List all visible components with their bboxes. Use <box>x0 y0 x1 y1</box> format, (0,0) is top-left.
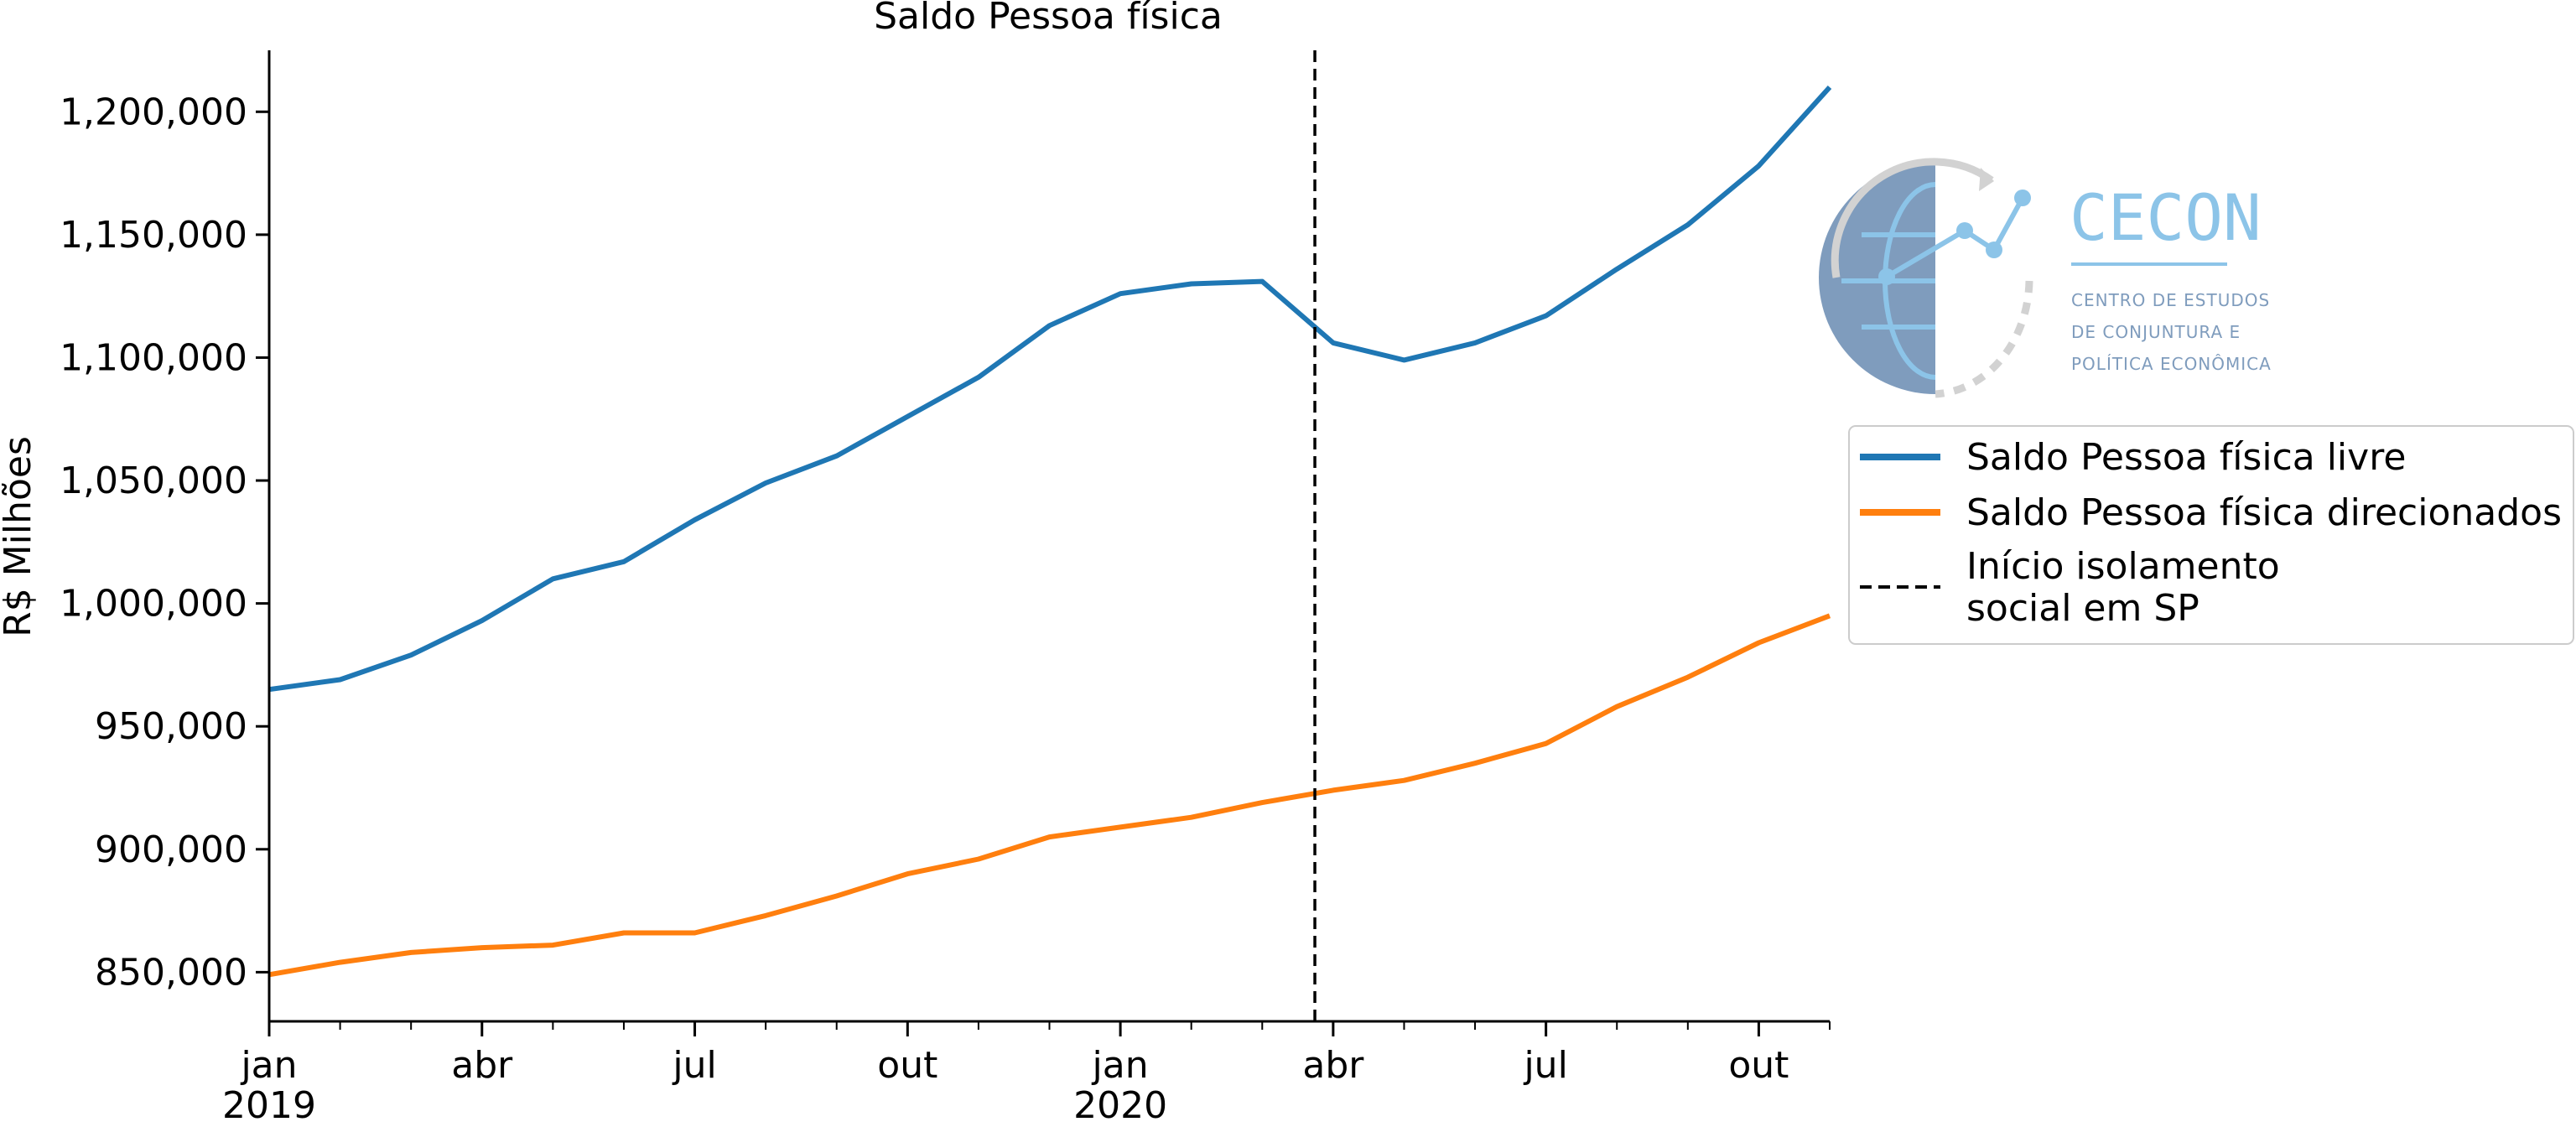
logo-dot <box>1956 222 1973 239</box>
series-lines <box>268 85 1832 978</box>
x-tick-year-label: 2019 <box>222 1084 316 1127</box>
y-tick-label: 1,100,000 <box>60 336 247 379</box>
logo-arrow-icon <box>1979 168 1994 191</box>
legend-label-isolation-line-1: Início isolamento <box>1966 545 2280 588</box>
logo-arc <box>1831 158 1994 278</box>
chart-title: Saldo Pessoa física <box>874 0 1223 38</box>
y-tick-label: 850,000 <box>95 951 247 994</box>
logo-dot <box>2014 190 2031 206</box>
logo-line-2: DE CONJUNTURA E <box>2071 322 2241 342</box>
x-tick-label: out <box>877 1044 937 1087</box>
legend-box <box>1848 425 2574 645</box>
x-tick-label: jul <box>672 1044 716 1087</box>
y-tick-label: 1,000,000 <box>60 583 247 626</box>
series-line-direcionados <box>268 613 1831 978</box>
series-line-livre <box>268 85 1832 693</box>
x-tick-label: abr <box>1302 1044 1364 1087</box>
x-tick-label: jan <box>240 1044 297 1087</box>
y-axis-ticks: 850,000 900,000 950,000 1,000,000 1,050,000 1… <box>60 91 269 994</box>
y-tick-label: 1,200,000 <box>60 91 247 133</box>
logo-dot <box>1878 268 1895 285</box>
y-tick-label: 950,000 <box>95 705 247 748</box>
logo-dashed-arc <box>1935 280 2033 398</box>
y-tick-label: 900,000 <box>95 828 247 871</box>
x-tick-label: jul <box>1523 1044 1567 1087</box>
y-tick-label: 1,150,000 <box>60 214 247 257</box>
y-tick-label: 1,050,000 <box>60 460 247 502</box>
logo-line-3: POLÍTICA ECONÔMICA <box>2071 354 2272 374</box>
x-tick-label: out <box>1728 1044 1789 1087</box>
legend-label-direcionados: Saldo Pessoa física direcionados <box>1966 491 2562 534</box>
logo-dot <box>1986 242 2002 258</box>
logo-trend-line <box>1885 196 2025 279</box>
x-tick-label: abr <box>451 1044 513 1087</box>
x-tick-year-label: 2020 <box>1073 1084 1167 1127</box>
legend-label-isolation-line-2: social em SP <box>1966 587 2199 630</box>
x-tick-label: jan <box>1092 1044 1149 1087</box>
cecon-logo: CECON CENTRO DE ESTUDOS DE CONJUNTURA E … <box>1819 158 2272 398</box>
legend: Saldo Pessoa física livre Saldo Pessoa f… <box>1848 425 2574 645</box>
legend-label-livre: Saldo Pessoa física livre <box>1966 436 2406 479</box>
logo-name: CECON <box>2070 180 2262 255</box>
logo-line-1: CENTRO DE ESTUDOS <box>2071 290 2270 310</box>
y-axis-label: R$ Milhões <box>0 436 39 637</box>
